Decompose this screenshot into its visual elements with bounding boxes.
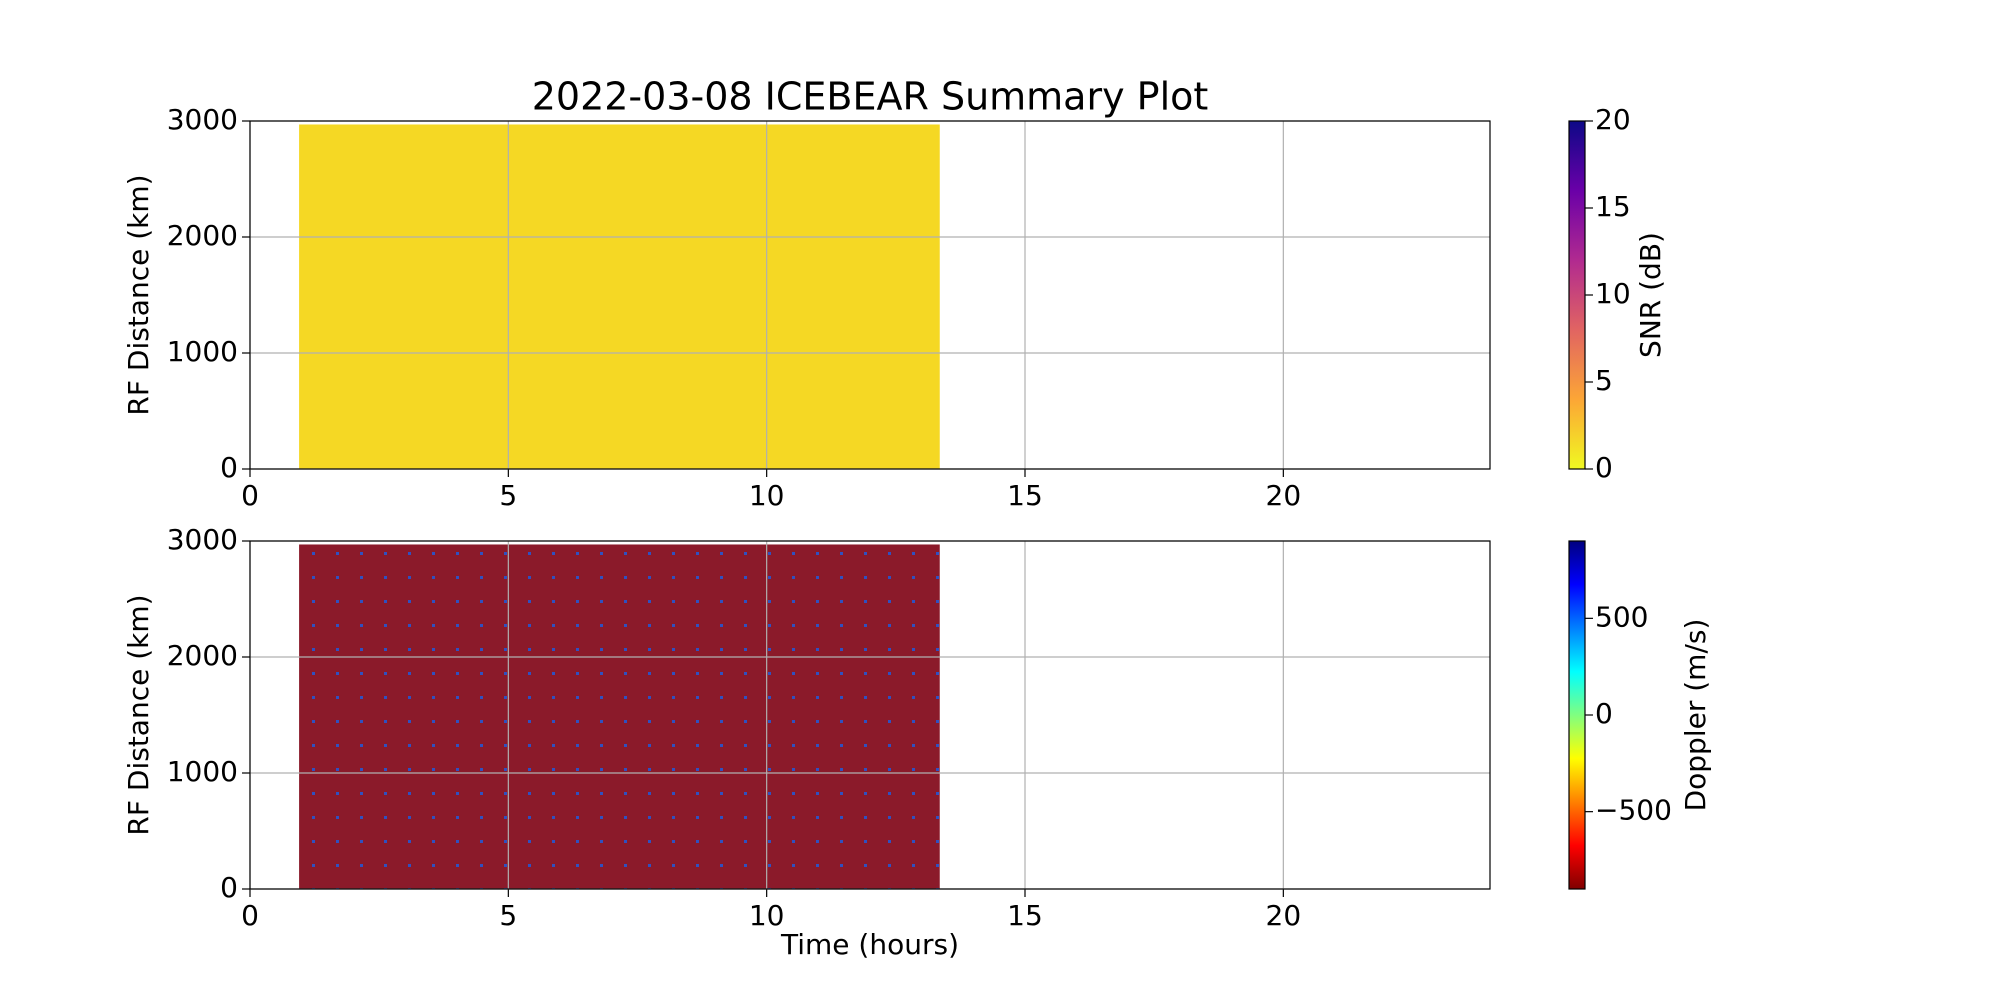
y-tick-label: 2000 <box>167 219 238 252</box>
y-tick-label: 1000 <box>167 755 238 788</box>
heatmap-region <box>299 124 940 469</box>
y-tick-label: 3000 <box>167 523 238 556</box>
y-axis-label: RF Distance (km) <box>122 594 155 835</box>
colorbar-tick-label: 5 <box>1595 364 1613 397</box>
colorbar-tick-label: 0 <box>1595 451 1613 484</box>
x-tick-label: 20 <box>1266 899 1302 932</box>
colorbar-tick-label: 0 <box>1595 697 1613 730</box>
x-tick-label: 15 <box>1007 899 1043 932</box>
x-tick-label: 0 <box>241 479 259 512</box>
plot-frame <box>249 540 1491 890</box>
plot-frame <box>249 120 1491 470</box>
y-tick-label: 0 <box>220 871 238 904</box>
colorbar-tick-label: 10 <box>1595 277 1631 310</box>
colorbar <box>1568 540 1586 890</box>
x-tick-label: 0 <box>241 899 259 932</box>
x-axis-label: Time (hours) <box>780 928 959 961</box>
colorbar <box>1568 120 1586 470</box>
colorbar-tick-label: 15 <box>1595 190 1631 223</box>
colorbar-label: SNR (dB) <box>1634 232 1667 358</box>
x-tick-label: 20 <box>1266 479 1302 512</box>
y-axis-label: RF Distance (km) <box>122 174 155 415</box>
y-tick-label: 2000 <box>167 639 238 672</box>
colorbar-tick-label: 20 <box>1595 103 1631 136</box>
colorbar-label: Doppler (m/s) <box>1679 619 1712 812</box>
y-tick-label: 1000 <box>167 335 238 368</box>
x-tick-label: 5 <box>499 899 517 932</box>
chart-title: 2022-03-08 ICEBEAR Summary Plot <box>532 75 1209 119</box>
x-tick-label: 15 <box>1007 479 1043 512</box>
x-tick-label: 5 <box>499 479 517 512</box>
x-tick-label: 10 <box>749 899 785 932</box>
x-tick-label: 10 <box>749 479 785 512</box>
colorbar-tick-label: 500 <box>1595 600 1648 633</box>
heatmap-region <box>299 544 940 889</box>
y-tick-label: 3000 <box>167 103 238 136</box>
colorbar-tick-label: −500 <box>1595 794 1672 827</box>
y-tick-label: 0 <box>220 451 238 484</box>
